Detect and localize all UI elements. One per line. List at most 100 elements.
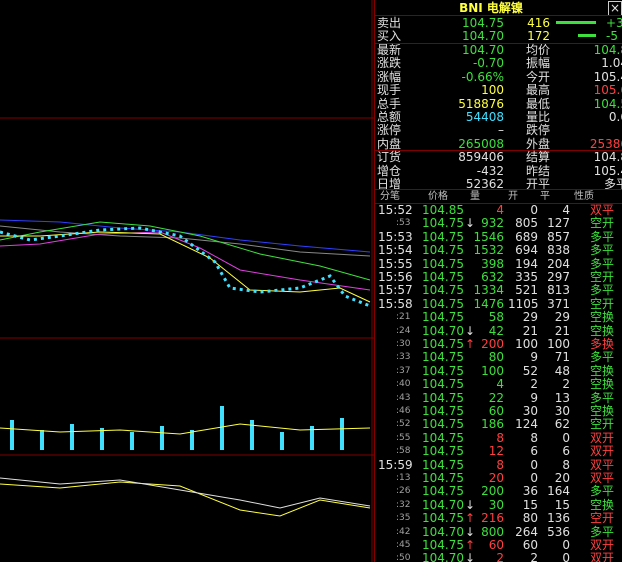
stat-label: 今开 bbox=[526, 69, 551, 84]
tick-time: :50 bbox=[396, 553, 411, 562]
tick-time: :55 bbox=[396, 432, 411, 443]
quote-volume: 416 bbox=[527, 16, 550, 30]
tick-time: 15:58 bbox=[378, 296, 413, 311]
tick-price: 104.75 bbox=[422, 310, 464, 325]
stat-label: 结算 bbox=[526, 150, 551, 165]
stat-label: 涨跌 bbox=[377, 56, 402, 71]
close-button[interactable]: × bbox=[608, 1, 622, 16]
stat-value: 265008 bbox=[458, 136, 504, 151]
candles bbox=[0, 226, 371, 308]
tick-time: :45 bbox=[396, 540, 411, 550]
quote-volume: 172 bbox=[527, 29, 550, 43]
tick-volume: 60 bbox=[488, 538, 504, 552]
tick-volume: 2 bbox=[496, 551, 504, 562]
tick-nature: 空换 bbox=[590, 363, 615, 378]
stat-label: 涨幅 bbox=[377, 69, 402, 84]
tick-open: 9 bbox=[530, 350, 538, 365]
tick-time: 15:54 bbox=[378, 243, 413, 258]
tick-price: 104.75 bbox=[422, 511, 464, 526]
tick-volume: 100 bbox=[481, 363, 504, 378]
tick-time: :30 bbox=[396, 339, 411, 349]
tick-header: 价格 bbox=[428, 191, 448, 202]
tick-close: 2 bbox=[562, 377, 570, 392]
tick-close: 13 bbox=[554, 390, 570, 405]
tick-open: 80 bbox=[522, 511, 538, 526]
tick-nature: 空换 bbox=[590, 323, 615, 338]
tick-volume: 932 bbox=[481, 216, 504, 231]
tick-nature: 多平 bbox=[590, 256, 615, 271]
tick-close: 164 bbox=[547, 484, 570, 499]
tick-time: :53 bbox=[396, 218, 411, 229]
tick-volume: 42 bbox=[488, 323, 504, 338]
tick-open: 100 bbox=[515, 337, 538, 351]
tick-price: 104.75 bbox=[422, 538, 464, 552]
stat-label: 涨停 bbox=[377, 123, 402, 138]
tick-open: 0 bbox=[530, 203, 538, 217]
tick-close: 62 bbox=[554, 417, 570, 432]
tick-open: 21 bbox=[522, 323, 538, 338]
tick-price: 104.75 bbox=[422, 390, 464, 405]
tick-price: 104.70 bbox=[422, 524, 464, 539]
tick-close: 204 bbox=[547, 256, 570, 271]
tick-volume: 60 bbox=[488, 404, 504, 418]
tick-nature: 双开 bbox=[590, 444, 615, 459]
tick-close: 21 bbox=[554, 323, 570, 338]
stat-value: 105.4 bbox=[593, 163, 622, 178]
stat-value: -0.70 bbox=[472, 56, 504, 71]
tick-volume: 12 bbox=[488, 444, 504, 459]
tick-price: 104.75 bbox=[422, 471, 464, 485]
stat-value: 0.6 bbox=[608, 110, 622, 124]
tick-open: 15 bbox=[522, 497, 538, 512]
tick-open: 36 bbox=[522, 484, 538, 499]
tick-price: 104.75 bbox=[422, 256, 464, 271]
stat-value: – bbox=[498, 123, 504, 138]
stat-value: 100 bbox=[481, 83, 504, 98]
tick-nature: 多平 bbox=[590, 229, 615, 244]
stat-value: 859406 bbox=[458, 150, 504, 165]
stat-value: 54408 bbox=[465, 110, 504, 124]
quote-change: -5 bbox=[606, 29, 618, 43]
tick-open: 264 bbox=[515, 524, 538, 539]
tick-price: 104.70 bbox=[422, 497, 464, 512]
tick-close: 0 bbox=[562, 538, 570, 552]
tick-price: 104.75 bbox=[422, 417, 464, 432]
tick-time: :37 bbox=[396, 365, 411, 376]
stat-label: 总额 bbox=[377, 110, 402, 124]
tick-nature: 空开 bbox=[590, 511, 615, 526]
stat-label: 均价 bbox=[526, 43, 551, 57]
tick-open: 805 bbox=[515, 216, 538, 231]
tick-time: :13 bbox=[396, 473, 411, 483]
tick-price: 104.75 bbox=[422, 377, 464, 392]
quote-panel bbox=[374, 0, 622, 562]
stat-value: 105.6 bbox=[593, 83, 622, 98]
tick-arrow: ↑ bbox=[465, 337, 476, 351]
tick-time: 15:56 bbox=[378, 270, 413, 284]
tick-time: :43 bbox=[396, 392, 411, 403]
stat-label: 日增 bbox=[377, 177, 402, 191]
tick-nature: 多平 bbox=[590, 350, 615, 365]
separator bbox=[375, 43, 622, 44]
stat-label: 开平 bbox=[526, 177, 551, 191]
tick-price: 104.75 bbox=[422, 350, 464, 365]
tick-close: 71 bbox=[554, 350, 570, 365]
tick-header: 性质 bbox=[574, 191, 594, 202]
ma-line bbox=[0, 231, 371, 291]
tick-time: :52 bbox=[396, 419, 411, 430]
stat-label: 最新 bbox=[377, 43, 402, 57]
tick-nature: 双开 bbox=[590, 538, 615, 552]
tick-time: :26 bbox=[396, 486, 411, 497]
tick-header: 开 bbox=[508, 191, 518, 202]
stat-label: 跌停 bbox=[526, 123, 551, 138]
tick-volume: 200 bbox=[481, 337, 504, 351]
tick-volume: 58 bbox=[488, 310, 504, 325]
macd-line bbox=[0, 481, 371, 517]
tick-open: 694 bbox=[515, 243, 538, 258]
stat-value: -0.66% bbox=[461, 69, 504, 84]
tick-nature: 多平 bbox=[590, 283, 615, 298]
stat-label: 增仓 bbox=[377, 163, 402, 178]
stat-label: 外盘 bbox=[526, 136, 551, 151]
tick-time: :35 bbox=[396, 513, 411, 524]
tick-close: 838 bbox=[547, 243, 570, 258]
tick-close: 29 bbox=[554, 310, 570, 325]
tick-nature: 空开 bbox=[590, 270, 615, 284]
